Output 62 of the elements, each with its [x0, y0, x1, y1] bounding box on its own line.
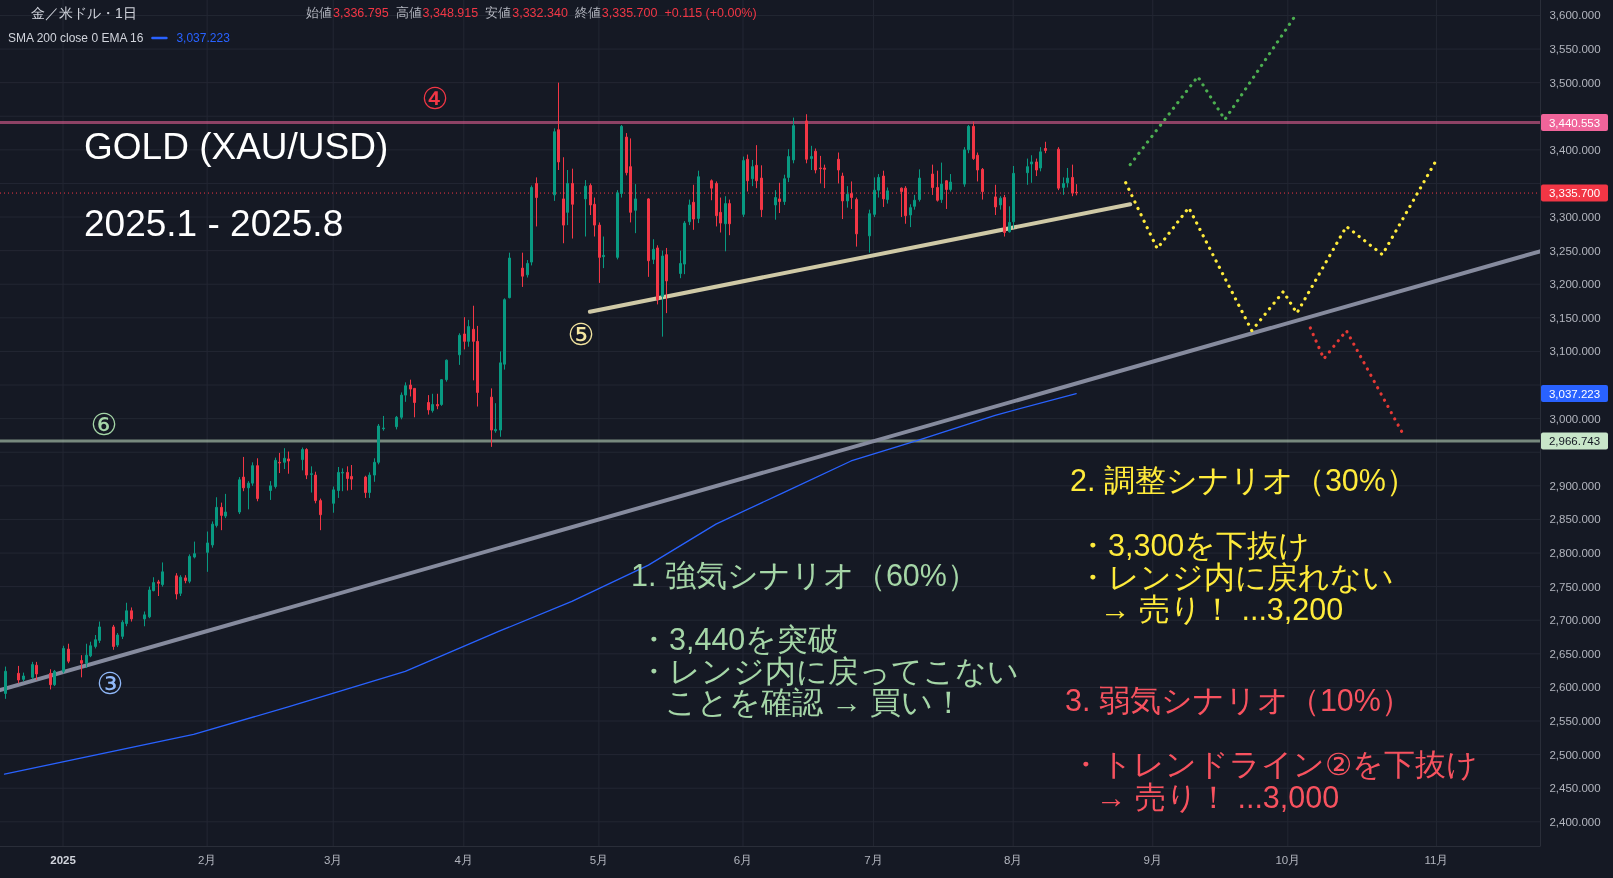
y-tick-label: 2,650.000 [1549, 647, 1601, 660]
x-tick-label: 2025 [50, 854, 76, 866]
y-tick-label: 3,250.000 [1549, 244, 1601, 257]
annotation: ⑥ [90, 407, 118, 441]
text: GOLD (XAU/USD) [84, 125, 389, 167]
y-tick-label: 3,200.000 [1549, 278, 1601, 291]
ref-line-label: 3,335.700 [1548, 187, 1601, 200]
annotation: 始値 [306, 6, 332, 20]
annotation: ・3,440を突破 [638, 622, 840, 656]
annotation: 3,336.795 [333, 6, 389, 20]
annotation: → 売り！ ...3,000 [1096, 780, 1340, 814]
annotation: 3,037.223 [176, 31, 231, 45]
annotation: ⑤ [567, 317, 595, 351]
x-tick-label: 10月 [1275, 854, 1301, 866]
y-tick-label: 2,550.000 [1549, 715, 1601, 727]
annotation: 3,332.340 [512, 6, 568, 20]
y-tick-label: 2,400.000 [1549, 815, 1601, 828]
y-tick-label: 3,300.000 [1549, 211, 1601, 224]
y-tick-label: 3,100.000 [1549, 345, 1601, 358]
annotation: ことを確認 → 買い！ [665, 685, 965, 719]
y-tick-label: 3,400.000 [1549, 143, 1601, 156]
y-tick-label: 2,600.000 [1549, 681, 1601, 694]
text: 3,037.223 [1548, 387, 1601, 400]
y-tick-label: 2,500.000 [1549, 748, 1601, 761]
x-tick-label: 6月 [733, 854, 753, 866]
annotation: 高値 [395, 5, 422, 20]
x-tick-label: 2月 [197, 854, 217, 866]
text: 2025.1 - 2025.8 [84, 202, 344, 244]
y-tick-label: 2,800.000 [1549, 547, 1601, 559]
legend-item: SMA 200 close 0 EMA 16 [8, 31, 168, 45]
x-tick-label: 11月 [1424, 854, 1449, 866]
ref-line-label: 3,440.553 [1548, 116, 1601, 129]
annotation: ・トレンドライン②を下抜け [1070, 747, 1479, 781]
annotation: 1. 強気シナリオ（60%） [631, 558, 978, 592]
annotation: 2. 調整シナリオ（30%） [1070, 463, 1417, 497]
annotation: 終値 [573, 6, 601, 20]
x-tick-label: 5月 [589, 854, 609, 866]
x-tick-label: 9月 [1143, 854, 1162, 866]
y-tick-label: 2,750.000 [1549, 580, 1601, 593]
y-tick-label: 2,850.000 [1549, 513, 1601, 526]
annotation: +0.115 (+0.00%) [664, 6, 757, 20]
y-tick-label: 2,700.000 [1549, 614, 1601, 627]
y-tick-label: 3,500.000 [1549, 76, 1601, 89]
x-tick-label: 3月 [324, 854, 343, 866]
annotation: 安値 [485, 5, 512, 20]
annotation: ・3,300を下抜け [1077, 528, 1311, 562]
x-tick-label: 4月 [454, 854, 473, 866]
y-tick-label: 2,450.000 [1549, 782, 1601, 795]
annotation: 3. 弱気シナリオ（10%） [1065, 683, 1412, 717]
annotation: 3,348.915 [422, 6, 479, 20]
y-tick-label: 3,150.000 [1549, 311, 1601, 324]
x-tick-label: 8月 [1003, 854, 1023, 866]
annotation: 3,335.700 [601, 6, 658, 20]
y-tick-label: 2,900.000 [1549, 479, 1601, 492]
x-tick-label: 7月 [864, 854, 883, 866]
annotation: 金／米ドル・1日 [31, 5, 137, 21]
annotation: ③ [96, 666, 124, 700]
ref-line-label: 2,966.743 [1548, 434, 1601, 447]
y-tick-label: 3,600.000 [1549, 9, 1601, 22]
annotation: ④ [421, 81, 449, 115]
y-tick-label: 3,550.000 [1549, 43, 1601, 56]
y-tick-label: 3,000.000 [1549, 412, 1601, 425]
